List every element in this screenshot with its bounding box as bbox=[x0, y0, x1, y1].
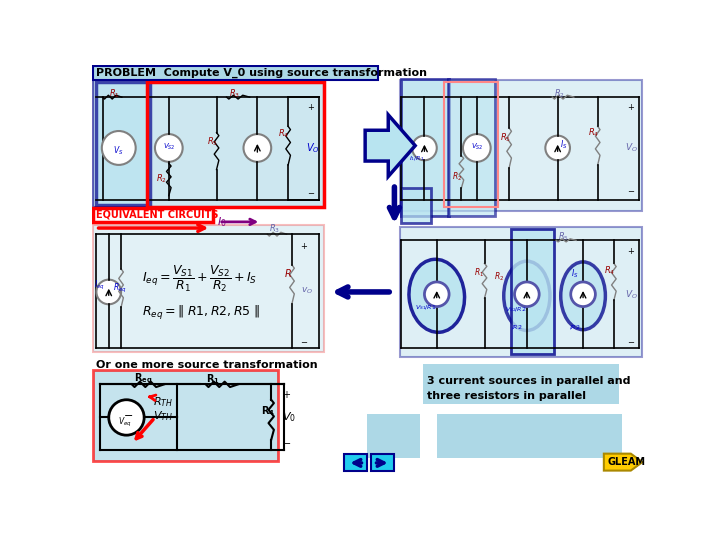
Polygon shape bbox=[604, 454, 642, 470]
Text: GLEAM: GLEAM bbox=[608, 457, 646, 467]
Bar bbox=[344, 455, 367, 471]
Text: $V_S$: $V_S$ bbox=[113, 145, 124, 157]
Text: $-$: $-$ bbox=[282, 437, 291, 447]
Bar bbox=[367, 414, 420, 458]
Text: $R_5$: $R_5$ bbox=[500, 132, 511, 144]
Circle shape bbox=[425, 282, 449, 307]
Bar bbox=[401, 79, 449, 215]
Text: $R_4$: $R_4$ bbox=[588, 126, 600, 139]
Text: $R_5$: $R_5$ bbox=[558, 230, 569, 243]
Text: $/R2$: $/R2$ bbox=[570, 322, 581, 330]
Text: $V_O$: $V_O$ bbox=[306, 141, 320, 155]
Text: $+$: $+$ bbox=[307, 102, 315, 112]
Text: $I_{eq}$: $I_{eq}$ bbox=[94, 279, 105, 292]
Text: $V_{S1}/R1$: $V_{S1}/R1$ bbox=[415, 303, 437, 312]
Text: $R_4$: $R_4$ bbox=[278, 128, 289, 140]
Text: $\mathbf{R_4}$: $\mathbf{R_4}$ bbox=[261, 404, 275, 418]
Text: $+$: $+$ bbox=[282, 389, 291, 400]
Text: $V_{eq}$: $V_{eq}$ bbox=[118, 416, 132, 429]
Text: $V_{TH}$: $V_{TH}$ bbox=[153, 409, 174, 423]
Text: $I_0$: $I_0$ bbox=[217, 215, 226, 229]
Text: $R_5$: $R_5$ bbox=[207, 136, 218, 148]
Text: $R$: $R$ bbox=[284, 267, 292, 279]
Bar bbox=[423, 363, 619, 403]
Text: 3 current sources in parallel and
three resistors in parallel: 3 current sources in parallel and three … bbox=[427, 376, 630, 401]
Text: $R_3$: $R_3$ bbox=[229, 88, 240, 100]
Text: $-$: $-$ bbox=[307, 187, 315, 197]
Ellipse shape bbox=[409, 259, 464, 332]
Circle shape bbox=[571, 282, 595, 307]
Circle shape bbox=[412, 136, 437, 160]
Text: $-$: $-$ bbox=[122, 409, 132, 420]
Text: $R_4$: $R_4$ bbox=[604, 265, 615, 278]
Text: $/R2$: $/R2$ bbox=[511, 322, 523, 330]
Text: $V_{S2}/R2$: $V_{S2}/R2$ bbox=[505, 305, 527, 314]
Text: $I_S$: $I_S$ bbox=[571, 268, 578, 280]
Bar bbox=[96, 82, 150, 205]
Circle shape bbox=[109, 400, 144, 435]
Text: $V_O$: $V_O$ bbox=[626, 141, 639, 154]
Circle shape bbox=[96, 280, 121, 304]
Text: $-$: $-$ bbox=[627, 185, 635, 194]
Text: $R_2$: $R_2$ bbox=[156, 172, 167, 185]
Text: PROBLEM  Compute V_0 using source transformation: PROBLEM Compute V_0 using source transfo… bbox=[96, 68, 428, 78]
Text: $-$: $-$ bbox=[300, 336, 308, 345]
Circle shape bbox=[102, 131, 135, 165]
Text: $R_2$: $R_2$ bbox=[494, 271, 504, 283]
Bar bbox=[400, 80, 642, 211]
Text: EQUIVALENT CIRCUITS: EQUIVALENT CIRCUITS bbox=[96, 210, 219, 220]
Text: $R_2$: $R_2$ bbox=[554, 88, 564, 100]
Text: $v_O$: $v_O$ bbox=[301, 286, 313, 296]
Text: $-$: $-$ bbox=[627, 336, 635, 345]
Circle shape bbox=[463, 134, 490, 162]
Text: $+$: $+$ bbox=[300, 241, 307, 251]
Text: $+$: $+$ bbox=[627, 246, 635, 256]
Bar bbox=[511, 229, 554, 354]
Circle shape bbox=[243, 134, 271, 162]
Circle shape bbox=[545, 136, 570, 160]
Circle shape bbox=[515, 282, 539, 307]
Text: $I_{eq} = \dfrac{V_{S1}}{R_1} + \dfrac{V_{S2}}{R_2} + I_S$: $I_{eq} = \dfrac{V_{S1}}{R_1} + \dfrac{V… bbox=[142, 264, 257, 294]
Ellipse shape bbox=[561, 262, 606, 330]
Text: $R_2$: $R_2$ bbox=[452, 170, 462, 183]
Bar bbox=[94, 208, 212, 222]
Text: $R_{eq} =|\!| \;R1, R2, R5\; |\!|$: $R_{eq} =|\!| \;R1, R2, R5\; |\!|$ bbox=[142, 303, 260, 322]
Text: $\mathbf{R_1}$: $\mathbf{R_1}$ bbox=[206, 372, 220, 386]
Bar bbox=[400, 226, 642, 357]
Polygon shape bbox=[365, 115, 415, 177]
Text: $R_{TH}$: $R_{TH}$ bbox=[153, 395, 174, 409]
Bar bbox=[401, 188, 431, 222]
Bar bbox=[444, 82, 498, 207]
Bar bbox=[94, 370, 278, 461]
Text: $R_3$: $R_3$ bbox=[269, 222, 280, 235]
Text: $R_1$: $R_1$ bbox=[474, 266, 485, 279]
Text: $R_{eq}$: $R_{eq}$ bbox=[112, 281, 127, 295]
Text: Or one more source transformation: Or one more source transformation bbox=[96, 360, 318, 370]
Bar bbox=[148, 82, 324, 207]
Bar bbox=[448, 79, 495, 215]
Text: $I_S$: $I_S$ bbox=[560, 139, 567, 151]
Bar bbox=[371, 455, 394, 471]
Text: $\mathbf{R_{eq}}$: $\mathbf{R_{eq}}$ bbox=[134, 372, 153, 386]
Circle shape bbox=[155, 134, 183, 162]
Text: $V_{S2}$: $V_{S2}$ bbox=[471, 141, 483, 152]
Bar bbox=[94, 225, 324, 352]
Bar bbox=[437, 414, 621, 458]
Text: $V_0$: $V_0$ bbox=[282, 410, 296, 424]
Text: $+$: $+$ bbox=[627, 102, 635, 112]
Text: $R_1$: $R_1$ bbox=[109, 88, 120, 100]
Text: $V_{S2}$: $V_{S2}$ bbox=[163, 141, 176, 152]
Text: $I_1/R_1$: $I_1/R_1$ bbox=[409, 154, 425, 163]
Text: $V_O$: $V_O$ bbox=[626, 288, 639, 300]
Ellipse shape bbox=[504, 261, 550, 330]
Bar bbox=[94, 80, 324, 207]
Bar bbox=[94, 66, 378, 80]
